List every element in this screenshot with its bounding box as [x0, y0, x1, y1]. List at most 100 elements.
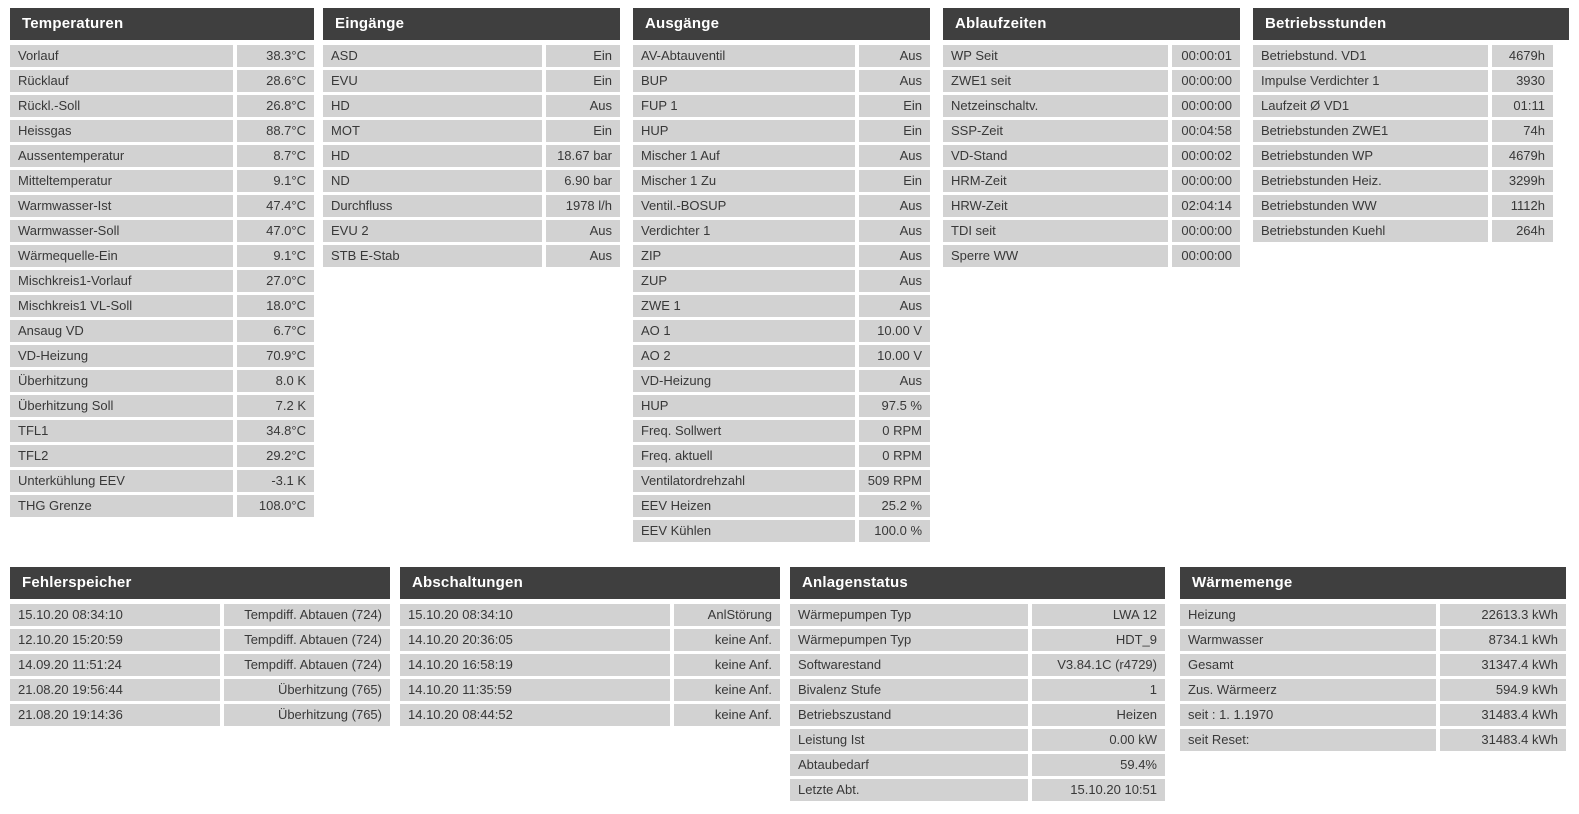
table-row: SSP-Zeit 00:04:58	[943, 120, 1240, 142]
table-row: ND 6.90 bar	[323, 170, 620, 192]
row-value: 100.0 %	[859, 520, 930, 542]
row-value: Tempdiff. Abtauen (724)	[224, 604, 390, 626]
row-label: AV-Abtauventil	[633, 45, 855, 67]
row-label: 14.10.20 11:35:59	[400, 679, 670, 701]
table-row: WP Seit 00:00:01	[943, 45, 1240, 67]
row-value: 594.9 kWh	[1440, 679, 1566, 701]
row-label: Gesamt	[1180, 654, 1436, 676]
row-value: 97.5 %	[859, 395, 930, 417]
row-value: 00:00:02	[1172, 145, 1240, 167]
row-label: Leistung Ist	[790, 729, 1028, 751]
row-label: Ventil.-BOSUP	[633, 195, 855, 217]
row-label: 12.10.20 15:20:59	[10, 629, 220, 651]
table-row: HUP 97.5 %	[633, 395, 930, 417]
table-row: Netzeinschaltv. 00:00:00	[943, 95, 1240, 117]
row-label: Ansaug VD	[10, 320, 233, 342]
row-value: 34.8°C	[237, 420, 314, 442]
table-row: Überhitzung 8.0 K	[10, 370, 314, 392]
table-row: Leistung Ist 0.00 kW	[790, 729, 1165, 751]
panel-title: Fehlerspeicher	[10, 567, 390, 599]
panel-anlagenstatus: Anlagenstatus Wärmepumpen Typ LWA 12 Wärme…	[790, 567, 1165, 804]
row-value: 00:00:01	[1172, 45, 1240, 67]
row-label: Heizung	[1180, 604, 1436, 626]
row-value: 70.9°C	[237, 345, 314, 367]
row-value: -3.1 K	[237, 470, 314, 492]
row-label: Warmwasser-Soll	[10, 220, 233, 242]
table-row: TDI seit 00:00:00	[943, 220, 1240, 242]
row-label: Mischkreis1 VL-Soll	[10, 295, 233, 317]
row-value: 4679h	[1492, 145, 1553, 167]
table-row: ZWE1 seit 00:00:00	[943, 70, 1240, 92]
row-label: HUP	[633, 120, 855, 142]
row-value: 47.4°C	[237, 195, 314, 217]
row-label: Impulse Verdichter 1	[1253, 70, 1488, 92]
table-body: 15.10.20 08:34:10 Tempdiff. Abtauen (724)…	[10, 604, 390, 726]
row-value: keine Anf.	[674, 654, 780, 676]
row-value: 8734.1 kWh	[1440, 629, 1566, 651]
row-value: 26.8°C	[237, 95, 314, 117]
row-label: BUP	[633, 70, 855, 92]
table-row: Betriebszustand Heizen	[790, 704, 1165, 726]
row-label: Überhitzung Soll	[10, 395, 233, 417]
row-label: Warmwasser	[1180, 629, 1436, 651]
row-label: Rückl.-Soll	[10, 95, 233, 117]
row-value: 8.0 K	[237, 370, 314, 392]
row-label: AO 2	[633, 345, 855, 367]
row-value: 00:00:00	[1172, 220, 1240, 242]
row-value: LWA 12	[1032, 604, 1165, 626]
row-label: ZWE1 seit	[943, 70, 1168, 92]
row-value: 59.4%	[1032, 754, 1165, 776]
table-row: ASD Ein	[323, 45, 620, 67]
row-value: 0 RPM	[859, 445, 930, 467]
table-row: STB E-Stab Aus	[323, 245, 620, 267]
row-label: HD	[323, 95, 542, 117]
table-row: Softwarestand V3.84.1C (r4729)	[790, 654, 1165, 676]
row-label: seit Reset:	[1180, 729, 1436, 751]
row-value: 27.0°C	[237, 270, 314, 292]
row-label: Unterkühlung EEV	[10, 470, 233, 492]
row-label: Betriebszustand	[790, 704, 1028, 726]
table-body: ASD Ein EVU Ein HD Aus MOT Ein HD 18.67 bar ND 6.90…	[323, 45, 620, 267]
table-row: Freq. aktuell 0 RPM	[633, 445, 930, 467]
row-label: Warmwasser-Ist	[10, 195, 233, 217]
row-value: Überhitzung (765)	[224, 704, 390, 726]
table-row: ZWE 1 Aus	[633, 295, 930, 317]
row-value: 0.00 kW	[1032, 729, 1165, 751]
table-row: Abtaubedarf 59.4%	[790, 754, 1165, 776]
row-value: Ein	[546, 70, 620, 92]
table-row: Ventil.-BOSUP Aus	[633, 195, 930, 217]
row-label: EEV Kühlen	[633, 520, 855, 542]
row-value: 88.7°C	[237, 120, 314, 142]
table-row: MOT Ein	[323, 120, 620, 142]
table-row: HUP Ein	[633, 120, 930, 142]
table-row: VD-Heizung 70.9°C	[10, 345, 314, 367]
table-row: 21.08.20 19:14:36 Überhitzung (765)	[10, 704, 390, 726]
row-label: Rücklauf	[10, 70, 233, 92]
row-value: 00:00:00	[1172, 70, 1240, 92]
table-row: 14.09.20 11:51:24 Tempdiff. Abtauen (724)	[10, 654, 390, 676]
row-value: AnlStörung	[674, 604, 780, 626]
row-label: STB E-Stab	[323, 245, 542, 267]
table-body: Wärmepumpen Typ LWA 12 Wärmepumpen Typ HDT_…	[790, 604, 1165, 801]
row-label: ND	[323, 170, 542, 192]
row-value: 9.1°C	[237, 245, 314, 267]
row-label: 21.08.20 19:56:44	[10, 679, 220, 701]
table-row: Wärmequelle-Ein 9.1°C	[10, 245, 314, 267]
row-label: 14.10.20 08:44:52	[400, 704, 670, 726]
table-row: seit : 1. 1.1970 31483.4 kWh	[1180, 704, 1566, 726]
row-label: Mischer 1 Zu	[633, 170, 855, 192]
row-value: keine Anf.	[674, 629, 780, 651]
row-value: Aus	[546, 95, 620, 117]
panel-waermemenge: Wärmemenge Heizung 22613.3 kWh Warmwasser 8…	[1180, 567, 1566, 754]
row-label: Freq. aktuell	[633, 445, 855, 467]
table-row: AO 1 10.00 V	[633, 320, 930, 342]
row-value: Aus	[546, 220, 620, 242]
row-value: 509 RPM	[859, 470, 930, 492]
row-label: HUP	[633, 395, 855, 417]
row-label: Mischkreis1-Vorlauf	[10, 270, 233, 292]
table-row: Betriebstunden WW 1112h	[1253, 195, 1553, 217]
table-body: 15.10.20 08:34:10 AnlStörung 14.10.20 20:3…	[400, 604, 780, 726]
row-value: 6.7°C	[237, 320, 314, 342]
table-row: TFL1 34.8°C	[10, 420, 314, 442]
row-value: 15.10.20 10:51	[1032, 779, 1165, 801]
